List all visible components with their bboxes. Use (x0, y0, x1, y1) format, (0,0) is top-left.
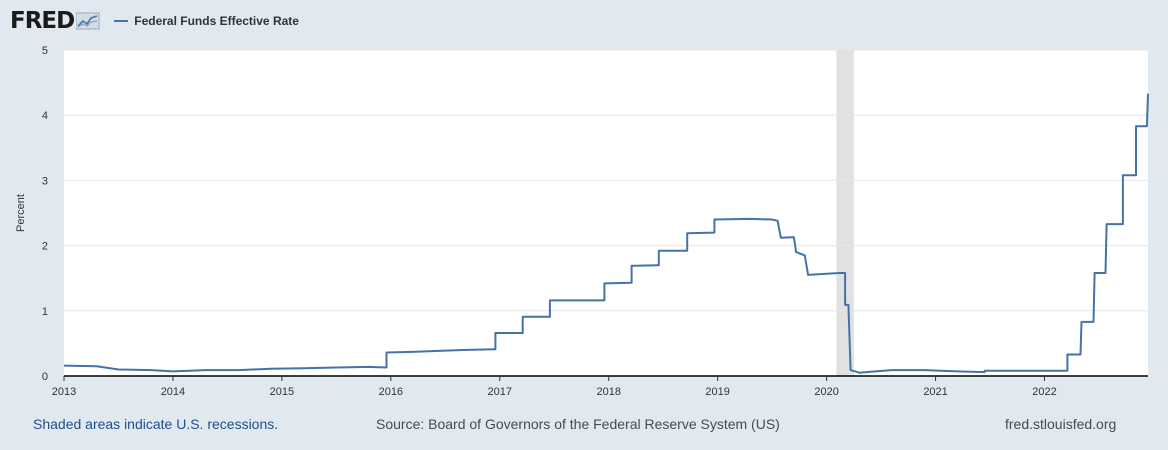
x-tick-label: 2019 (705, 386, 729, 398)
y-tick-label: 5 (42, 45, 48, 57)
x-tick-label: 2016 (379, 386, 403, 398)
chart-legend: Federal Funds Effective Rate (114, 14, 299, 28)
fred-logo[interactable]: FRED (10, 8, 100, 34)
x-tick-label: 2021 (923, 386, 947, 398)
x-tick-label: 2014 (161, 386, 185, 398)
x-tick-label: 2018 (596, 386, 620, 398)
legend-line-icon (114, 20, 129, 22)
y-tick-label: 0 (42, 371, 48, 383)
y-tick-label: 3 (42, 175, 48, 187)
y-tick-label: 1 (42, 306, 48, 318)
recession-note-link[interactable]: Shaded areas indicate U.S. recessions. (33, 416, 279, 432)
x-tick-label: 2020 (814, 386, 838, 398)
x-tick-label: 2013 (52, 386, 76, 398)
y-tick-label: 2 (42, 241, 48, 253)
legend-label: Federal Funds Effective Rate (134, 14, 299, 28)
plot-area (64, 50, 1148, 376)
x-tick-label: 2015 (270, 386, 294, 398)
x-tick-label: 2017 (488, 386, 512, 398)
chart-header: FRED Federal Funds Effective Rate (10, 6, 299, 36)
recession-band (836, 50, 854, 376)
x-tick-label: 2022 (1032, 386, 1056, 398)
y-tick-label: 4 (42, 110, 48, 122)
y-axis-label: Percent (15, 194, 27, 232)
series-line (63, 93, 1149, 374)
fred-site-link[interactable]: fred.stlouisfed.org (1005, 416, 1117, 432)
logo-graph-icon (76, 12, 100, 30)
fred-logo-text: FRED (10, 8, 75, 34)
source-note: Source: Board of Governors of the Federa… (376, 416, 780, 432)
